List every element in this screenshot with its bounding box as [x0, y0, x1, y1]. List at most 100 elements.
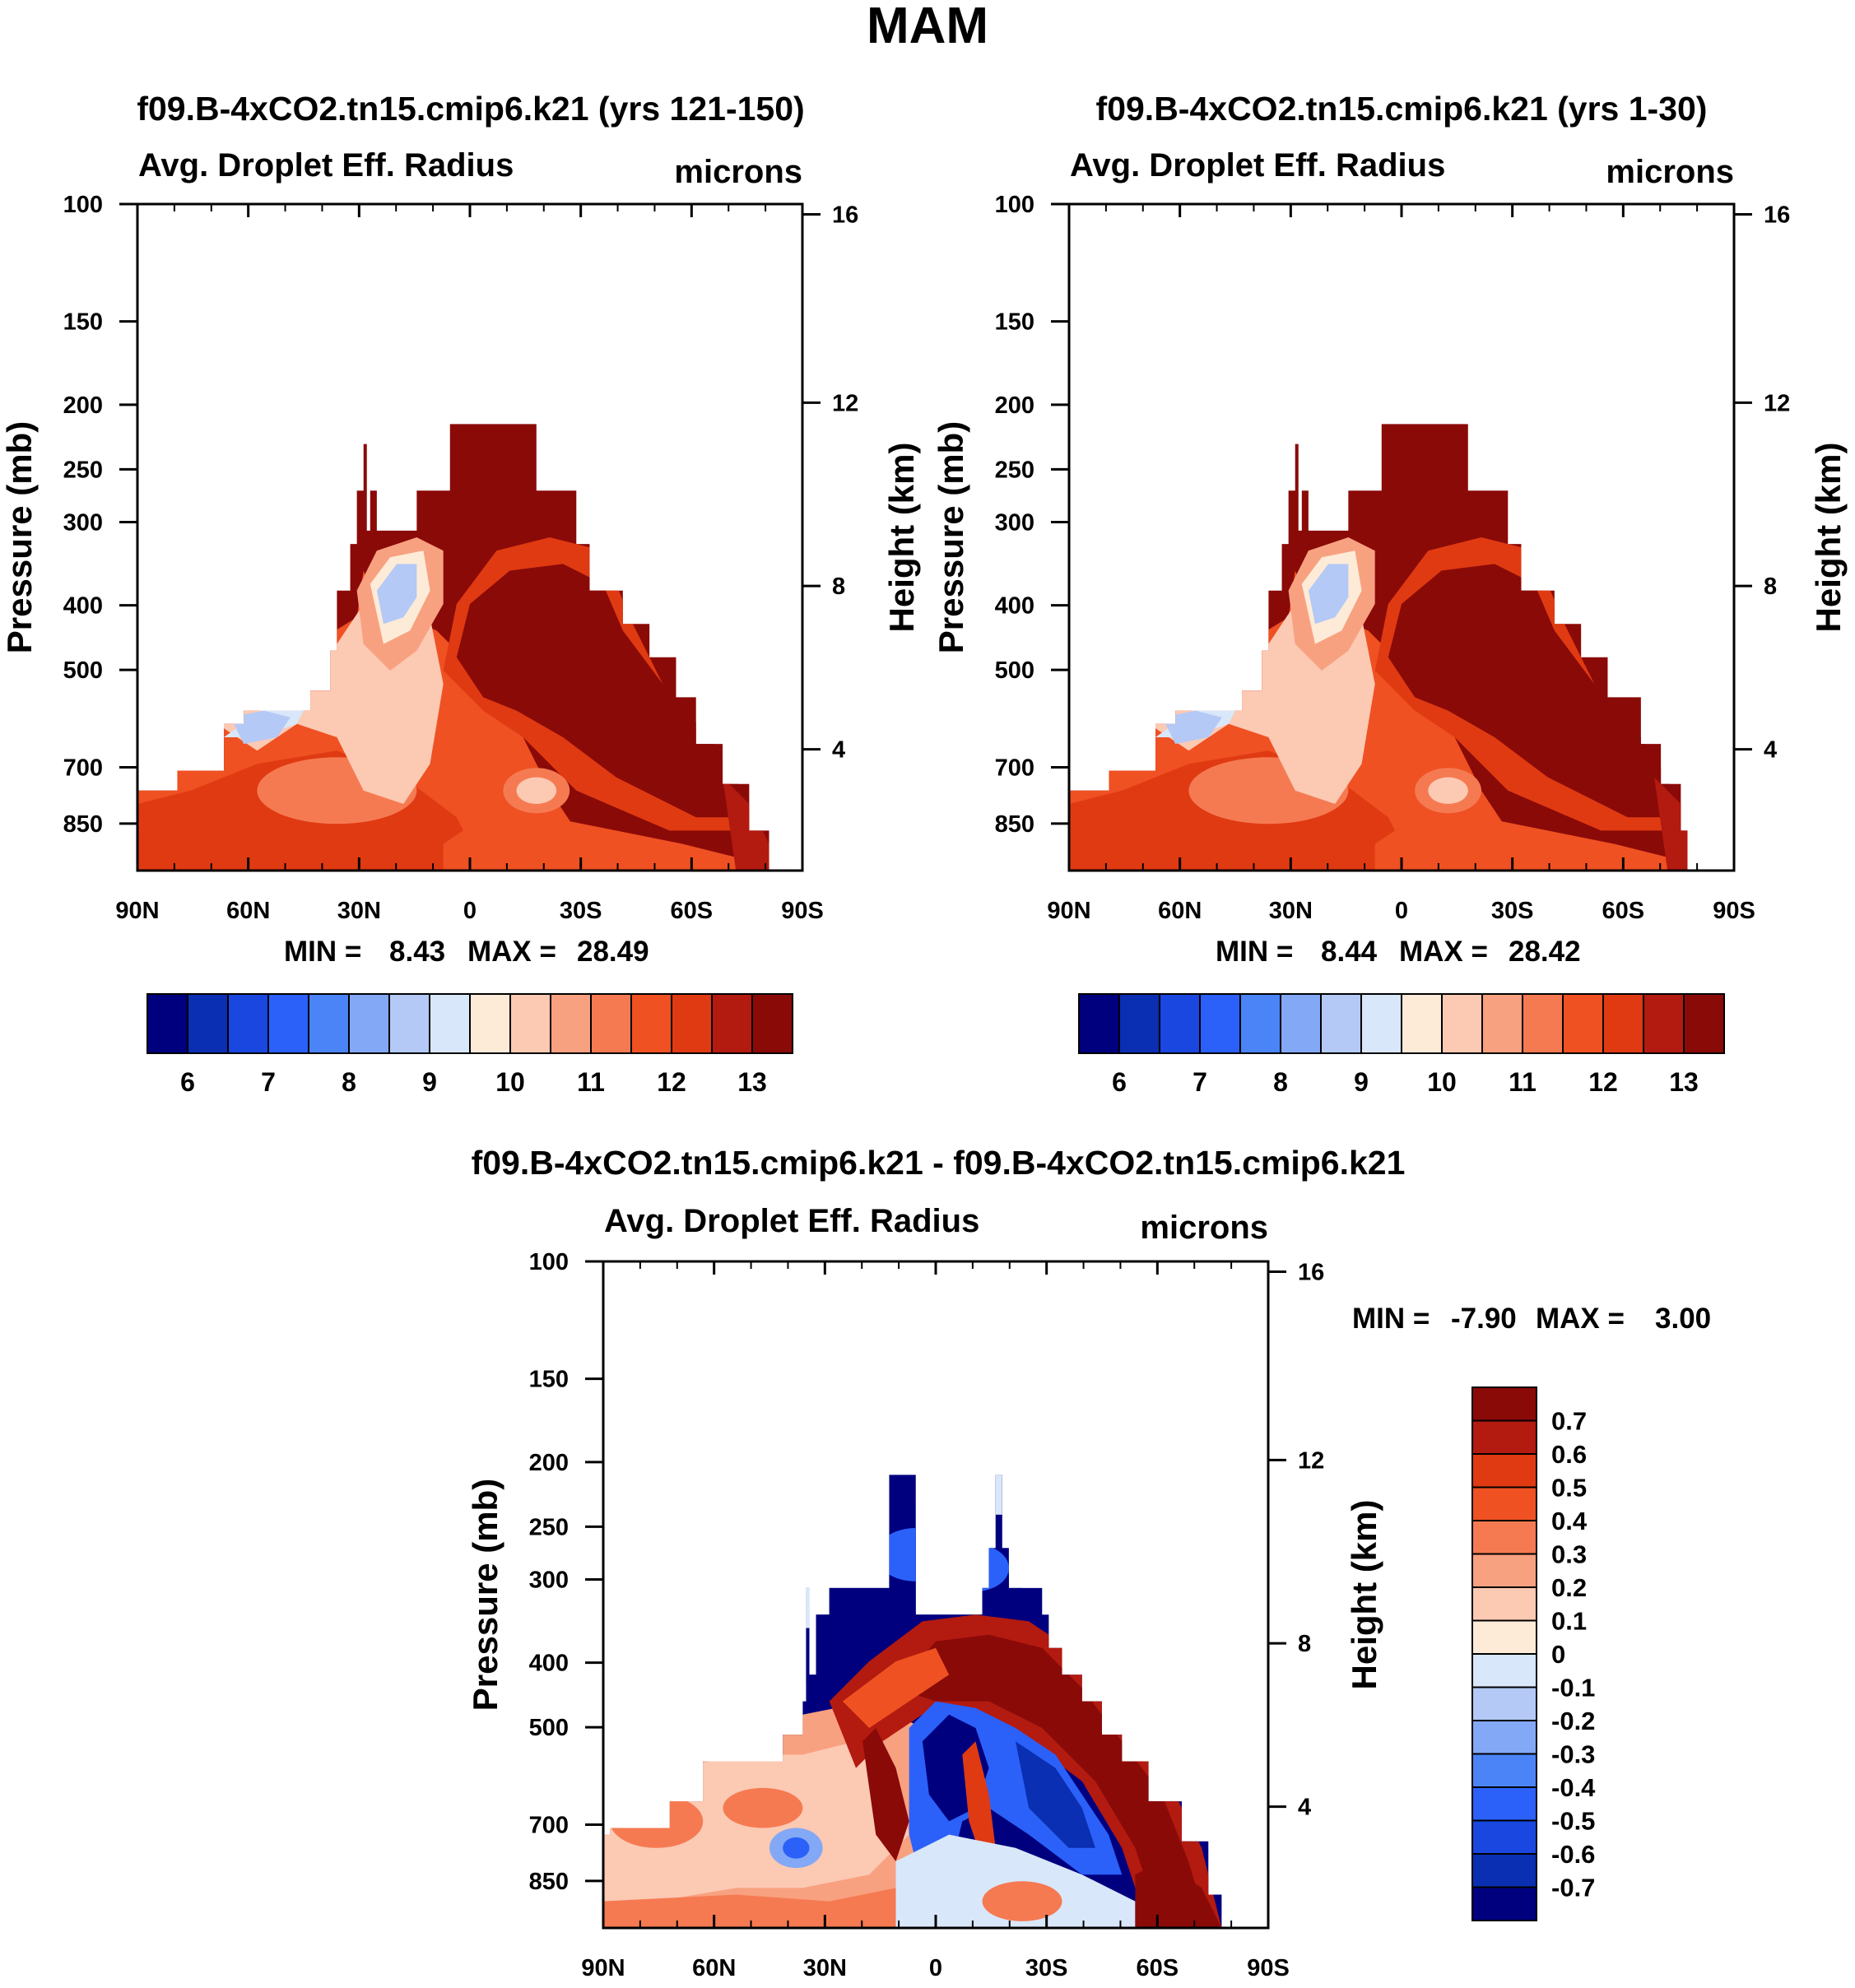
- y-right-tick-label: 4: [1764, 737, 1777, 764]
- colorbar-swatch: [1562, 993, 1604, 1054]
- colorbar-label: 7: [1192, 1067, 1207, 1097]
- field-region: [1428, 777, 1468, 804]
- panel-1-min-label: MIN =: [284, 936, 361, 968]
- panel-3-title: f09.B-4xCO2.tn15.cmip6.k21 - f09.B-4xCO2…: [472, 1144, 1406, 1182]
- colorbar-swatch: [1643, 993, 1685, 1054]
- x-tick-label: 90S: [1713, 898, 1755, 924]
- panel-1-axes: 90N 60N 30N 0 30S 60S 90S 100 150 200 250 300 400 500…: [63, 192, 859, 924]
- x-tick-label: 30N: [803, 1955, 847, 1981]
- panel-2-ylabel: Pressure (mb): [932, 421, 970, 653]
- field-region: [376, 564, 417, 625]
- field-layers: [137, 424, 769, 871]
- field-region: [456, 564, 750, 818]
- y-tick-label: 300: [529, 1567, 569, 1593]
- x-tick-label: 0: [463, 898, 477, 924]
- panel-2-axes: 90N 60N 30N 0 30S 60S 90S 100 150 200 250 300 400 500…: [995, 192, 1791, 924]
- panel-3-max-value: 3.00: [1655, 1303, 1711, 1335]
- colorbar-swatch: [1078, 993, 1120, 1054]
- y-tick-label: 100: [63, 192, 103, 218]
- y-tick-label: 850: [63, 811, 103, 838]
- panel-2-contour-field: [1069, 424, 1688, 871]
- panel-2-ylabel-right: Height (km): [1809, 443, 1848, 633]
- colorbar-swatch: [1471, 1553, 1537, 1588]
- field-region: [783, 1837, 810, 1859]
- colorbar-swatch: [1471, 1853, 1537, 1888]
- x-tick-label: 0: [929, 1955, 942, 1981]
- colorbar-swatch: [1280, 993, 1322, 1054]
- x-tick-label: 60N: [1158, 898, 1202, 924]
- x-tick-label: 60S: [1137, 1955, 1179, 1981]
- panel-2-stats: MIN = 8.44 MAX = 28.42: [1216, 936, 1581, 968]
- colorbar-label: 11: [577, 1067, 605, 1097]
- y-tick-label: 300: [63, 509, 103, 536]
- y-tick-label: 200: [995, 392, 1034, 419]
- colorbar-label: -0.7: [1551, 1874, 1595, 1902]
- colorbar-swatch: [1320, 993, 1362, 1054]
- colorbar-label: 12: [1588, 1067, 1618, 1097]
- field-region: [723, 1787, 803, 1828]
- colorbar-swatch: [1471, 1686, 1537, 1721]
- colorbar-swatch: [1602, 993, 1644, 1054]
- y-right-tick-label: 8: [1298, 1631, 1311, 1657]
- colorbar-swatch: [1360, 993, 1402, 1054]
- y-tick-label: 200: [529, 1450, 569, 1476]
- x-tick-label: 30N: [337, 898, 381, 924]
- x-tick-label: 30S: [1491, 898, 1534, 924]
- y-right-tick-label: 16: [1764, 202, 1790, 229]
- colorbar-swatch: [751, 993, 793, 1054]
- colorbar-label: -0.4: [1551, 1773, 1596, 1802]
- field-region: [1374, 817, 1668, 871]
- y-tick-label: 150: [995, 309, 1034, 336]
- field-region: [862, 1728, 909, 1861]
- colorbar-swatch: [1471, 1586, 1537, 1622]
- panel-1-stats: MIN = 8.43 MAX = 28.49: [284, 936, 649, 968]
- colorbar-swatch: [429, 993, 471, 1054]
- colorbar-label: 0.7: [1551, 1407, 1587, 1436]
- panel-2-min-label: MIN =: [1216, 936, 1293, 968]
- y-tick-label: 700: [995, 755, 1034, 782]
- panel-2-subtitle-right: microns: [1606, 154, 1734, 190]
- colorbar-label: 6: [1112, 1067, 1127, 1097]
- x-tick-label: 90N: [581, 1955, 625, 1981]
- panel-1-title: f09.B-4xCO2.tn15.cmip6.k21 (yrs 121-150): [137, 90, 804, 128]
- panel-3-ylabel-right: Height (km): [1345, 1500, 1383, 1690]
- colorbar-label: 11: [1509, 1067, 1537, 1097]
- field-region: [1308, 564, 1349, 625]
- panel-1-max-value: 28.49: [577, 936, 649, 968]
- colorbar-swatch: [671, 993, 713, 1054]
- x-tick-label: 90S: [1247, 1955, 1290, 1981]
- field-region: [842, 1647, 950, 1728]
- x-tick-label: 0: [1395, 898, 1408, 924]
- y-tick-label: 150: [63, 309, 103, 336]
- field-region: [995, 1475, 1002, 1515]
- colorbar-swatch: [348, 993, 390, 1054]
- y-tick-label: 500: [63, 657, 103, 684]
- y-tick-label: 250: [529, 1514, 569, 1540]
- colorbar-swatch: [227, 993, 269, 1054]
- panel-1: f09.B-4xCO2.tn15.cmip6.k21 (yrs 121-150)…: [0, 90, 921, 1097]
- panel-3-field-shapes: [603, 1475, 1222, 1928]
- colorbar-swatch: [267, 993, 309, 1054]
- y-right-tick-label: 12: [1298, 1447, 1324, 1474]
- colorbar-swatch: [1471, 1619, 1537, 1655]
- colorbar-label: 0.4: [1551, 1507, 1588, 1535]
- field-region: [1162, 710, 1222, 745]
- y-right-tick-label: 4: [832, 737, 845, 764]
- colorbar-label: 9: [422, 1067, 437, 1097]
- colorbar-label: -0.2: [1551, 1707, 1595, 1735]
- panel-3-stats: MIN = -7.90 MAX = 3.00: [1352, 1303, 1711, 1335]
- panel-2-field-shapes: [1069, 424, 1688, 871]
- colorbar-label: 0.1: [1551, 1607, 1587, 1636]
- colorbar-label: 6: [180, 1067, 195, 1097]
- y-tick-label: 100: [529, 1249, 569, 1275]
- colorbar-label: 10: [1427, 1067, 1457, 1097]
- colorbar-label: 0: [1551, 1640, 1565, 1669]
- colorbar-swatch: [1471, 1486, 1537, 1521]
- y-tick-label: 700: [63, 755, 103, 782]
- colorbar-swatch: [1239, 993, 1281, 1054]
- colorbar-label: 13: [1669, 1067, 1699, 1097]
- colorbar-label: -0.1: [1551, 1674, 1595, 1702]
- colorbar-swatch: [550, 993, 592, 1054]
- colorbar-swatch: [1471, 1386, 1537, 1422]
